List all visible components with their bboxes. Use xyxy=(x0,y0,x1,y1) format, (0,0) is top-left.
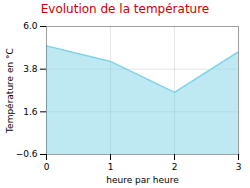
svg-text:Température en °C: Température en °C xyxy=(5,48,15,134)
svg-text:0: 0 xyxy=(44,162,50,172)
svg-text:6.0: 6.0 xyxy=(23,21,38,31)
svg-text:−0.6: −0.6 xyxy=(16,149,38,159)
svg-text:heure par heure: heure par heure xyxy=(106,175,179,185)
svg-text:2: 2 xyxy=(172,162,178,172)
svg-text:1.6: 1.6 xyxy=(23,107,38,117)
svg-text:3: 3 xyxy=(236,162,242,172)
svg-text:3.8: 3.8 xyxy=(23,64,38,74)
svg-text:1: 1 xyxy=(108,162,114,172)
html-text:Evolution de la température: Evolution de la température xyxy=(40,2,210,16)
